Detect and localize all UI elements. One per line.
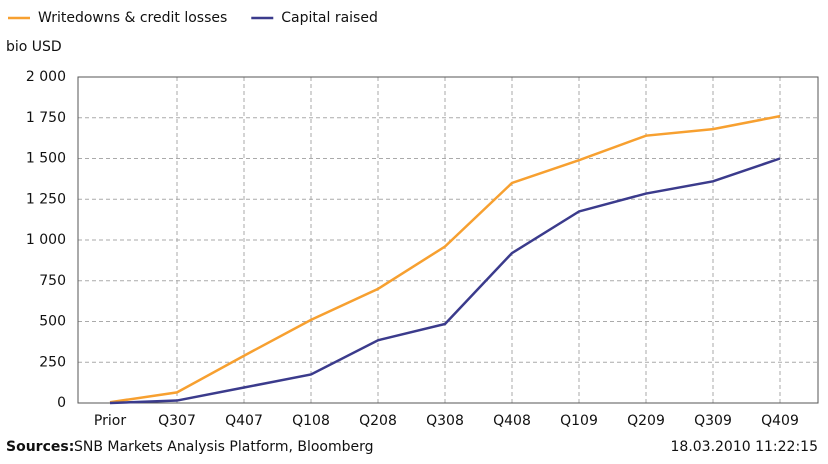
y-tick-label: 2 000 — [26, 69, 66, 85]
y-tick-label: 500 — [39, 314, 66, 330]
y-tick-label: 1 000 — [26, 232, 66, 248]
y-tick-label: 1 750 — [26, 110, 66, 126]
x-tick-label: Q309 — [694, 413, 732, 429]
x-tick-label: Q308 — [426, 413, 464, 429]
x-tick-label: Q109 — [560, 413, 598, 429]
plot-frame — [77, 76, 819, 404]
x-tick-label: Q208 — [359, 413, 397, 429]
legend-label: Writedowns & credit losses — [38, 10, 227, 26]
series-line — [109, 157, 781, 405]
source-label: Sources: — [6, 439, 74, 455]
x-tick-label: Q407 — [225, 413, 263, 429]
x-tick-label: Q108 — [292, 413, 330, 429]
source-text: SNB Markets Analysis Platform, Bloomberg — [74, 439, 374, 455]
y-tick-label: 750 — [39, 273, 66, 289]
x-tick-label: Q408 — [493, 413, 531, 429]
y-tick-label: 1 500 — [26, 151, 66, 167]
timestamp: 18.03.2010 11:22:15 — [671, 439, 819, 455]
x-tick-label: Prior — [94, 413, 126, 429]
y-axis-label: bio USD — [6, 39, 62, 55]
x-tick-label: Q409 — [761, 413, 799, 429]
x-tick-label: Q307 — [158, 413, 196, 429]
y-tick-label: 250 — [39, 354, 66, 370]
y-tick-label: 0 — [57, 395, 66, 411]
series-line — [109, 114, 781, 404]
y-tick-label: 1 250 — [26, 191, 66, 207]
legend-label: Capital raised — [281, 10, 378, 26]
x-tick-label: Q209 — [627, 413, 665, 429]
